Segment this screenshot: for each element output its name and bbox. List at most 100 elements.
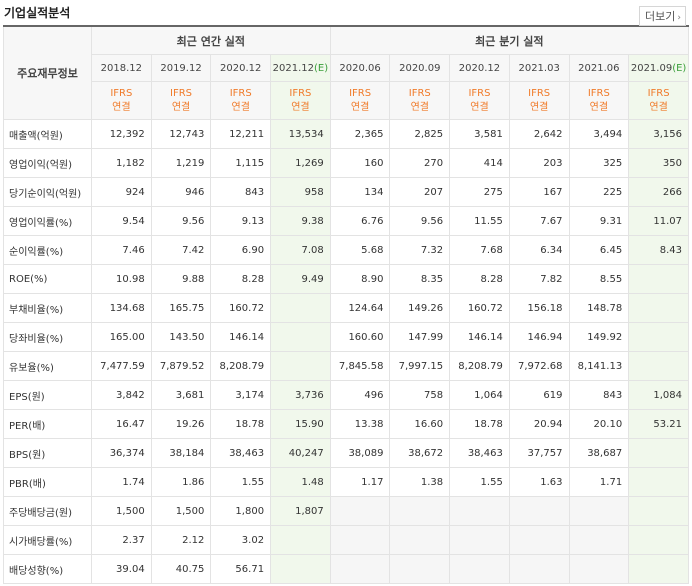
- table-row: 배당성향(%) 39.04 40.75 56.71: [3, 554, 689, 584]
- table-cell: 38,089: [329, 438, 391, 468]
- period-header: 2021.12(E): [270, 54, 331, 82]
- table-cell: 156.18: [508, 293, 570, 323]
- period-header: 2018.12: [91, 54, 152, 82]
- more-button[interactable]: 더보기 ›: [639, 6, 686, 26]
- table-row: 당기순이익(억원) 924 946 843 958 134 207 275 167 225 266: [3, 177, 689, 207]
- table-cell: 1.74: [91, 467, 152, 497]
- table-cell: 2.37: [91, 525, 152, 555]
- table-row: PBR(배) 1.74 1.86 1.55 1.48 1.17 1.38 1.55 1.63 1.…: [3, 467, 689, 497]
- basis-standard: IFRS: [647, 87, 670, 99]
- table-cell: 3.02: [210, 525, 272, 555]
- table-cell: 8,208.79: [449, 351, 510, 381]
- period-header: 2021.06: [568, 54, 630, 82]
- table-cell: 36,374: [91, 438, 152, 468]
- table-cell: 1,084: [628, 380, 689, 410]
- table-cell: 6.34: [508, 235, 570, 265]
- table-cell: 147.99: [389, 322, 451, 352]
- table-cell: 9.31: [568, 206, 630, 236]
- row-label: 순이익률(%): [3, 235, 92, 265]
- table-row: ROE(%) 10.98 9.88 8.28 9.49 8.90 8.35 8.28 7.82 8…: [3, 264, 689, 294]
- table-cell: 8.90: [329, 264, 391, 294]
- table-cell: 1.38: [389, 467, 451, 497]
- table-cell: 8.28: [210, 264, 272, 294]
- table-cell: [568, 525, 630, 555]
- row-label: 배당성향(%): [3, 554, 92, 584]
- table-cell: [329, 554, 391, 584]
- basis-scope: 연결: [291, 101, 310, 113]
- table-cell: 8.35: [389, 264, 451, 294]
- table-cell: [628, 322, 689, 352]
- table-cell: 12,392: [91, 119, 152, 149]
- table-cell: 1.86: [150, 467, 212, 497]
- table-cell: 619: [508, 380, 570, 410]
- table-cell: 13.38: [329, 409, 391, 439]
- period-header: 2021.03: [508, 54, 570, 82]
- table-cell: 1,115: [210, 148, 272, 178]
- basis-scope: 연결: [589, 101, 609, 113]
- row-label: EPS(원): [3, 380, 92, 410]
- table-cell: 7.42: [150, 235, 212, 265]
- table-cell: 134.68: [91, 293, 152, 323]
- table-cell: 7,997.15: [389, 351, 451, 381]
- table-cell: 6.76: [329, 206, 391, 236]
- table-cell: [508, 525, 570, 555]
- table-cell: 8.43: [628, 235, 689, 265]
- period-year: 2021.12: [272, 62, 315, 74]
- table-cell: 3,156: [628, 119, 689, 149]
- table-cell: 8,208.79: [210, 351, 272, 381]
- basis-standard: IFRS: [110, 87, 133, 99]
- table-cell: 9.54: [91, 206, 152, 236]
- table-cell: 165.00: [91, 322, 152, 352]
- table-cell: 143.50: [150, 322, 212, 352]
- table-cell: [568, 496, 630, 526]
- table-cell: 18.78: [449, 409, 510, 439]
- row-label: BPS(원): [3, 438, 92, 468]
- basis-scope: 연결: [649, 101, 668, 113]
- table-cell: 6.90: [210, 235, 272, 265]
- period-year: 2020.12: [458, 62, 501, 74]
- table-cell: 38,463: [449, 438, 510, 468]
- table-cell: 2,365: [329, 119, 391, 149]
- table-cell: 124.64: [329, 293, 391, 323]
- table-cell: 275: [449, 177, 510, 207]
- row-label: PBR(배): [3, 467, 92, 497]
- table-cell: [628, 264, 689, 294]
- table-cell: 12,211: [210, 119, 272, 149]
- basis-standard: IFRS: [349, 87, 372, 99]
- table-cell: 1.63: [508, 467, 570, 497]
- table-cell: 56.71: [210, 554, 272, 584]
- table-cell: 266: [628, 177, 689, 207]
- table-cell: 3,174: [210, 380, 272, 410]
- period-year: 2019.12: [160, 62, 202, 74]
- table-cell: [628, 525, 689, 555]
- table-cell: 1.48: [270, 467, 331, 497]
- table-cell: 160: [329, 148, 391, 178]
- table-cell: 11.55: [449, 206, 510, 236]
- corner-header: 주요재무정보: [3, 25, 92, 120]
- table-cell: [389, 525, 451, 555]
- period-year: 2021.09: [630, 62, 673, 74]
- table-cell: [270, 525, 331, 555]
- section-header: 기업실적분석 더보기 ›: [0, 0, 692, 26]
- table-cell: 1,269: [270, 148, 331, 178]
- table-cell: 758: [389, 380, 451, 410]
- table-cell: [449, 525, 510, 555]
- table-cell: 8,141.13: [568, 351, 630, 381]
- period-header: 2019.12: [150, 54, 212, 82]
- table-cell: 160.60: [329, 322, 391, 352]
- table-cell: [329, 496, 391, 526]
- table-cell: 7,972.68: [508, 351, 570, 381]
- table-cell: 1,807: [270, 496, 331, 526]
- table-cell: [270, 554, 331, 584]
- table-cell: 843: [210, 177, 272, 207]
- table-cell: 9.56: [389, 206, 451, 236]
- table-row: EPS(원) 3,842 3,681 3,174 3,736 496 758 1,064 619…: [3, 380, 689, 410]
- table-row: 당좌비율(%) 165.00 143.50 146.14 160.60 147.99 146…: [3, 322, 689, 352]
- table-cell: 7.82: [508, 264, 570, 294]
- table-cell: 13,534: [270, 119, 331, 149]
- period-year: 2021.03: [518, 62, 560, 74]
- period-header: 2020.12: [449, 54, 510, 82]
- period-year: 2018.12: [100, 62, 143, 74]
- table-cell: [270, 351, 331, 381]
- table-cell: 40.75: [150, 554, 212, 584]
